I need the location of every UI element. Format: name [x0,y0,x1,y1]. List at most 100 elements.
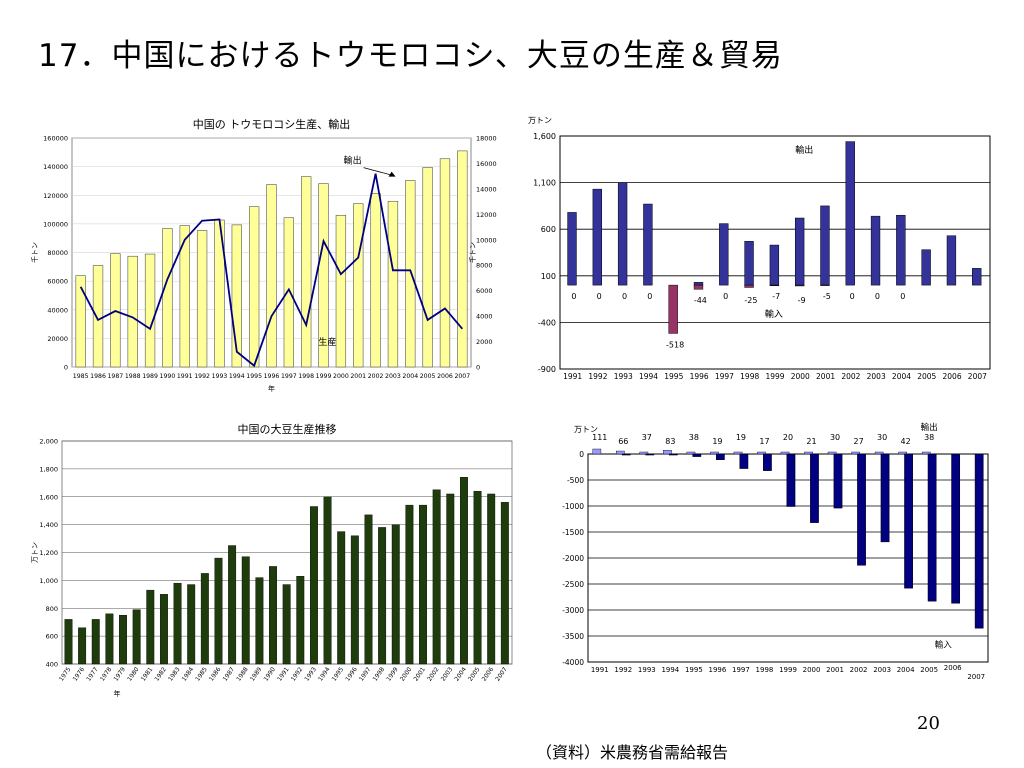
production-bar [350,535,359,665]
production-bar [266,184,277,368]
x-tick-label: 1992 [614,666,632,674]
y-tick-label: 1,600 [533,132,556,141]
import-bar [833,453,843,509]
y-axis-unit: 万トン [574,425,598,434]
production-bar [500,502,509,665]
x-tick-label: 2001 [413,666,428,683]
production-bar [323,496,332,665]
x-tick-label: 1996 [708,666,726,674]
export-bar [870,215,881,286]
production-bar [335,214,347,368]
production-bar [127,255,138,368]
x-tick-label: 2006 [437,373,453,380]
y-tick-label: -2500 [562,580,584,589]
y-tick-label: -3000 [562,606,584,615]
y2-tick-label: 4000 [476,313,493,321]
production-bar [439,158,451,368]
import-bar [621,453,631,456]
production-bar [75,275,86,368]
y-tick-label: 1,800 [39,465,58,473]
x-tick-label: 1998 [756,666,774,674]
import-bar [857,453,866,566]
import-bar [769,284,780,287]
y-axis-label: 万トン [31,542,39,563]
import-bar [810,453,819,523]
export-bar [769,244,780,286]
production-bar [309,506,318,665]
import-bar [880,453,890,543]
annotation-export: 輸出 [921,422,938,433]
export-bar [874,451,884,455]
x-tick-label: 1993 [303,666,318,683]
x-tick-label: 1994 [661,666,679,674]
y2-tick-label: 10000 [476,236,497,244]
y-tick-label: 100000 [43,220,68,228]
x-tick-label: 1983 [167,666,182,683]
x-tick-label: 1992 [588,372,607,381]
import-data-label: 0 [850,292,855,301]
production-bar [364,514,373,665]
production-bar [214,557,223,665]
export-data-label: 19 [736,433,746,442]
production-bar [487,493,496,665]
x-tick-label: 2007 [968,372,987,381]
x-tick-label: 1996 [264,373,280,380]
import-data-label: 0 [723,292,728,301]
production-bar [159,594,168,665]
production-bar [353,203,364,368]
x-tick-label: 2003 [867,372,886,381]
soybean-net-trade-svg: 万トン -4000 -3500 -3000 -2500 -2000 -1500 -1000 -5… [562,422,989,681]
y2-axis-label: 千トン [468,242,477,263]
corn-net-trade-chart: 万トン -900 -400 100 600 1,100 1,600 0 0 0 0 -518 -44 0-… [520,113,1000,383]
production-bar [241,556,250,665]
import-data-label: -25 [744,296,757,305]
x-tick-label: 2006 [943,372,962,381]
annotation-import: 輸入 [765,308,783,320]
x-tick-label: 1992 [290,666,305,683]
export-bar [780,451,790,455]
export-bar [643,203,653,286]
production-bar [473,490,482,665]
y-tick-label: 1,100 [533,179,556,188]
x-tick-label: 2002 [368,373,384,380]
y-tick-label: -900 [538,365,556,374]
export-bar [710,451,719,455]
x-tick-label: 1989 [142,373,158,380]
x-tick-label: 1991 [563,372,582,381]
y-tick-label: 160000 [43,135,68,143]
production-bar [419,504,427,665]
y-tick-label: -1000 [562,502,584,511]
soybean-production-chart: 中国の大豆生産推移 400 600 800 1,000 1,200 1,400 1,600 1,… [28,418,518,708]
y-tick-label: 0 [64,364,68,372]
x-tick-label: 1995 [246,373,262,380]
y-tick-label: -400 [538,318,556,327]
y2-tick-label: 18000 [476,135,497,143]
x-tick-label: 2005 [467,666,482,683]
production-bar [92,265,104,368]
import-data-label: 0 [900,292,905,301]
x-tick-label: 2004 [453,666,468,683]
x-tick-label: 2003 [873,666,891,674]
export-bar [921,249,931,286]
export-data-label: 21 [806,437,816,446]
x-tick-label: 1999 [316,373,332,380]
y2-tick-label: 8000 [476,262,493,270]
import-data-label: -44 [694,296,707,305]
x-tick-label: 2004 [897,666,915,674]
export-data-label: 66 [618,437,628,446]
production-bar [301,176,312,368]
y-tick-label: 800 [46,605,58,613]
import-bar [692,453,702,457]
x-tick-label: 1993 [614,372,633,381]
x-tick-label: 1991 [177,373,193,380]
export-data-label: 27 [853,437,863,446]
export-data-label: 111 [592,433,607,442]
x-tick-label: 1997 [732,666,750,674]
import-bar [645,453,655,456]
export-bar [686,451,696,455]
import-data-label: -7 [772,292,780,301]
page-number: 20 [917,713,940,734]
x-tick-label: 1986 [90,373,106,380]
production-bar [78,627,87,665]
